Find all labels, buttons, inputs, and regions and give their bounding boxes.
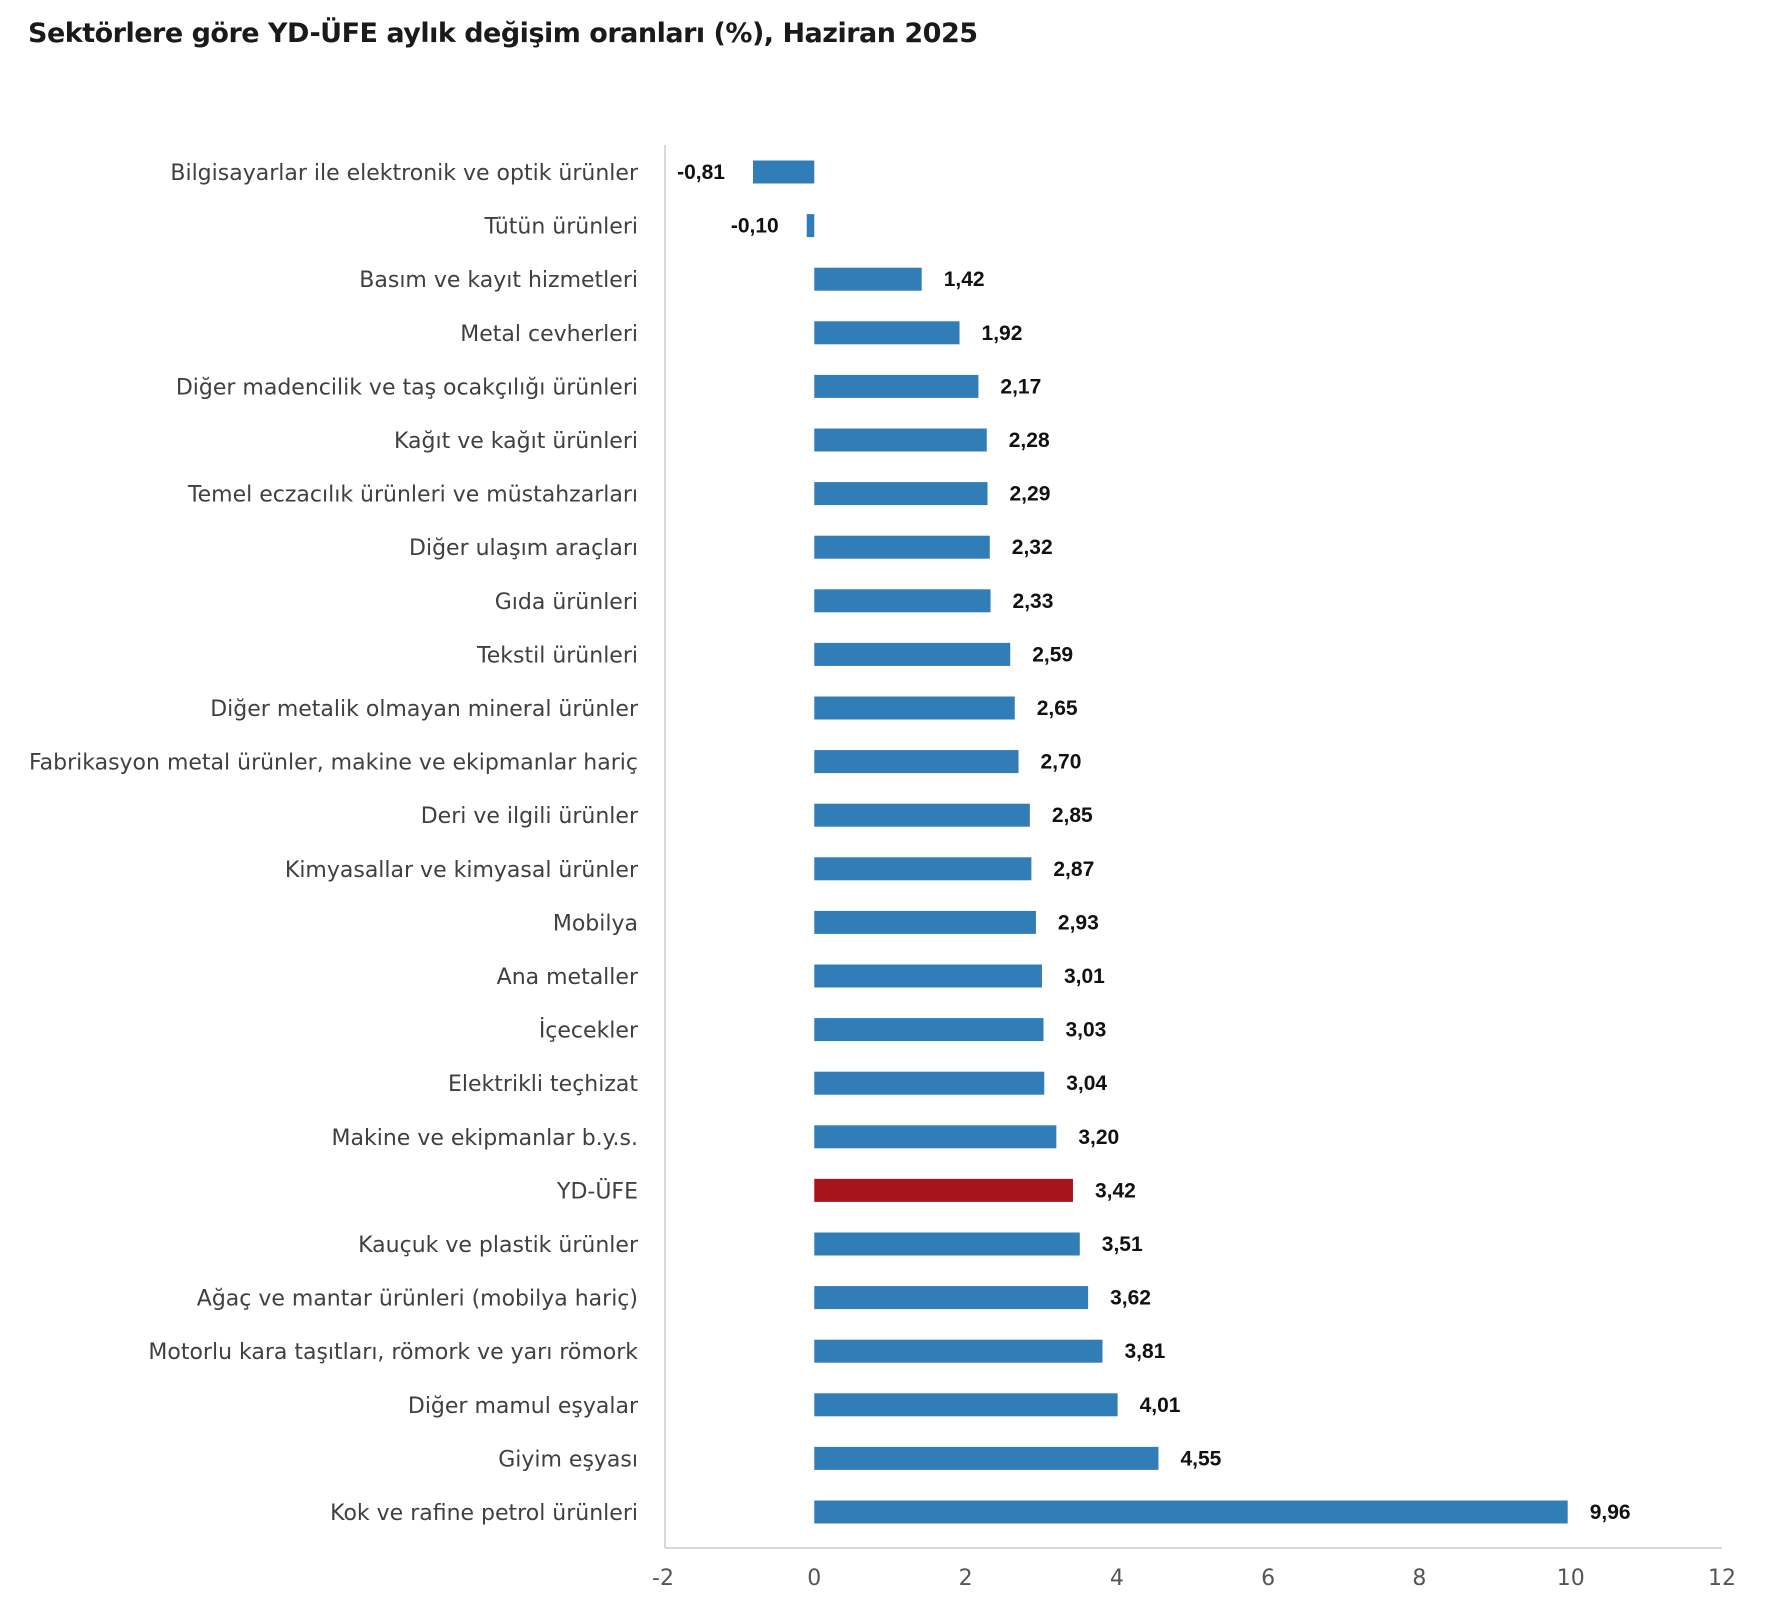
category-label: Ağaç ve mantar ürünleri (mobilya hariç) (197, 1287, 638, 1312)
bar (806, 214, 815, 238)
value-label: 3,03 (1065, 1019, 1106, 1042)
category-label: Gıda ürünleri (495, 590, 638, 615)
category-label: Deri ve ilgili ürünler (421, 804, 639, 829)
category-label: Fabrikasyon metal ürünler, makine ve eki… (29, 751, 638, 776)
bar (814, 1018, 1044, 1042)
x-tick-label: 6 (1261, 1566, 1275, 1591)
category-label: Ana metaller (497, 965, 639, 990)
value-label: 3,04 (1066, 1072, 1107, 1095)
value-label: 2,93 (1058, 911, 1099, 934)
value-label: 2,33 (1013, 590, 1054, 613)
category-label: Metal cevherleri (460, 322, 638, 347)
value-label: 2,29 (1010, 483, 1051, 506)
value-labels: -0,81 -0,10 1,42 1,92 2,17 2,28 2,29 2,32 2,33 2,… (677, 161, 1630, 1524)
category-label: Temel eczacılık ürünleri ve müstahzarlar… (187, 483, 638, 508)
x-tick-labels: -2 0 2 4 6 8 10 12 (652, 1566, 1736, 1591)
value-label: 2,65 (1037, 697, 1078, 720)
bar (814, 1500, 1568, 1524)
value-label: 3,51 (1102, 1233, 1143, 1256)
category-label: Makine ve ekipmanlar b.y.s. (332, 1126, 638, 1151)
bar (814, 1286, 1089, 1310)
chart-title: Sektörlere göre YD-ÜFE aylık değişim ora… (28, 18, 978, 49)
category-label: Tütün ürünleri (483, 215, 638, 240)
category-label: Motorlu kara taşıtları, römork ve yarı r… (148, 1340, 638, 1365)
value-label: 3,62 (1110, 1287, 1151, 1310)
bar (814, 428, 987, 452)
bar (814, 1393, 1118, 1417)
bar (814, 482, 988, 506)
x-tick-label: 12 (1708, 1566, 1736, 1591)
value-label: 2,85 (1052, 804, 1093, 827)
bar (814, 321, 960, 345)
category-label: Giyim eşyası (498, 1447, 638, 1472)
bar (814, 750, 1019, 774)
bar (814, 1232, 1080, 1256)
category-label: İçecekler (539, 1018, 639, 1044)
x-tick-label: 8 (1412, 1566, 1426, 1591)
bar (814, 535, 990, 559)
value-label: 3,01 (1064, 965, 1105, 988)
bar (814, 1125, 1057, 1149)
value-label: 4,01 (1140, 1394, 1181, 1417)
x-tick-label: 2 (959, 1566, 973, 1591)
bar (814, 964, 1042, 988)
value-label: 2,32 (1012, 536, 1053, 559)
bar (814, 267, 922, 291)
category-label: Diğer madencilik ve taş ocakçılığı ürünl… (176, 375, 638, 400)
value-label: 3,42 (1095, 1179, 1136, 1202)
bar (814, 857, 1032, 881)
value-label: -0,81 (677, 161, 725, 184)
value-label: 2,59 (1032, 643, 1073, 666)
x-tick-label: 0 (807, 1566, 821, 1591)
x-tick-label: 4 (1110, 1566, 1124, 1591)
bar (814, 696, 1015, 720)
category-label: Kok ve rafine petrol ürünleri (330, 1501, 638, 1526)
bar (814, 910, 1036, 934)
value-label: 9,96 (1590, 1501, 1631, 1524)
value-label: 1,42 (944, 268, 985, 291)
bar (814, 1339, 1103, 1363)
value-label: 4,55 (1180, 1447, 1221, 1470)
category-label: Kauçuk ve plastik ürünler (358, 1233, 639, 1258)
bar (753, 160, 815, 184)
bar (814, 1071, 1045, 1095)
category-label: Kağıt ve kağıt ürünleri (394, 429, 638, 454)
category-label: Bilgisayarlar ile elektronik ve optik ür… (170, 161, 639, 186)
value-label: 2,87 (1053, 858, 1094, 881)
bar (814, 642, 1011, 666)
bars-group (753, 160, 1568, 1524)
category-label: Diğer ulaşım araçları (409, 536, 638, 561)
value-label: -0,10 (731, 215, 779, 238)
x-tick-label: 10 (1557, 1566, 1585, 1591)
bar (814, 374, 979, 398)
category-label: Basım ve kayıt hizmetleri (359, 268, 638, 293)
category-label: Tekstil ürünleri (476, 643, 638, 668)
category-label: Elektrikli teçhizat (448, 1072, 638, 1097)
category-label: Diğer mamul eşyalar (408, 1394, 639, 1419)
bar (814, 589, 991, 613)
value-label: 2,28 (1009, 429, 1050, 452)
category-label: YD-ÜFE (556, 1178, 638, 1204)
value-label: 3,81 (1124, 1340, 1165, 1363)
x-tick-label: -2 (652, 1566, 674, 1591)
bar (814, 1178, 1073, 1202)
value-label: 1,92 (982, 322, 1023, 345)
bar (814, 803, 1030, 827)
value-label: 3,20 (1078, 1126, 1119, 1149)
category-label: Diğer metalik olmayan mineral ürünler (210, 697, 639, 722)
value-label: 2,70 (1041, 751, 1082, 774)
value-label: 2,17 (1000, 375, 1041, 398)
bar (814, 1446, 1159, 1470)
category-label: Kimyasallar ve kimyasal ürünler (285, 858, 639, 883)
category-label: Mobilya (553, 911, 638, 936)
category-labels: Bilgisayarlar ile elektronik ve optik ür… (29, 161, 639, 1526)
